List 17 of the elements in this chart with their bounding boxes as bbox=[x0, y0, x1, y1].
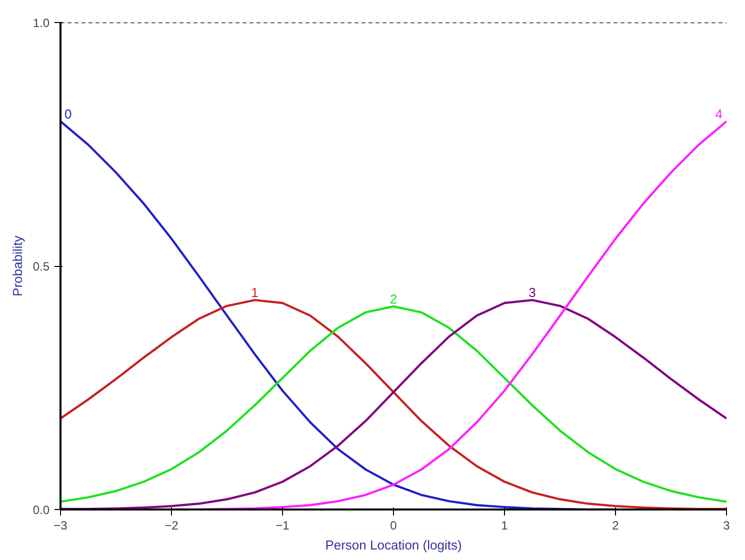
y-tick-label: 0.5 bbox=[32, 260, 50, 274]
x-tick-label: 0 bbox=[390, 518, 398, 532]
x-tick-label: 3 bbox=[723, 518, 730, 532]
y-tick-label: 0.0 bbox=[32, 503, 50, 517]
x-tick-label: 2 bbox=[612, 518, 620, 532]
series-label: 4 bbox=[715, 106, 723, 122]
series-label: 2 bbox=[390, 291, 398, 306]
x-tick-label: −3 bbox=[54, 518, 68, 532]
x-tick-label: −2 bbox=[164, 518, 179, 532]
series-label: 3 bbox=[528, 285, 536, 300]
x-tick-label: 1 bbox=[501, 518, 508, 532]
series-label: 1 bbox=[251, 285, 258, 300]
y-axis-title: Probability bbox=[10, 235, 25, 296]
x-tick-label: −1 bbox=[276, 518, 290, 532]
series-label: 0 bbox=[64, 106, 72, 122]
x-axis-title: Person Location (logits) bbox=[325, 538, 462, 552]
y-tick-label: 1.0 bbox=[32, 16, 50, 30]
